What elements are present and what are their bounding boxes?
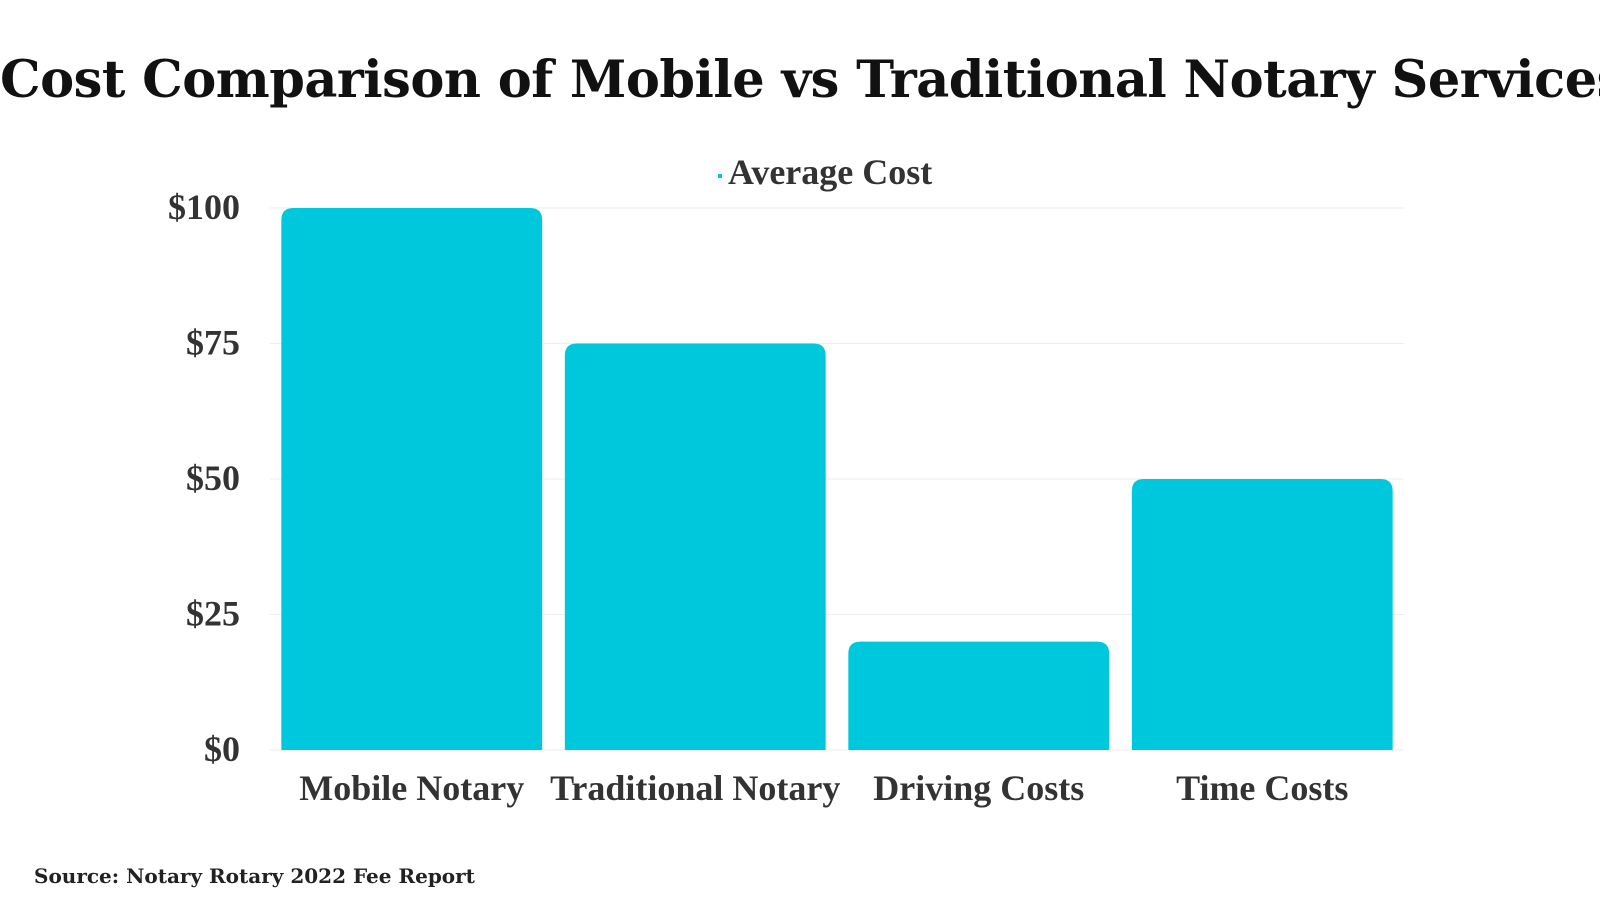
chart-title: Cost Comparison of Mobile vs Traditional… <box>0 50 1600 110</box>
source-note: Source: Notary Rotary 2022 Fee Report <box>34 864 475 888</box>
x-tick-label: Time Costs <box>1176 768 1348 808</box>
y-axis-tick-labels: $0 $25 $50 $75 $100 <box>168 187 240 769</box>
bars <box>281 208 1393 750</box>
x-tick-label: Traditional Notary <box>550 768 840 808</box>
bar-time-costs <box>1131 479 1393 750</box>
bar-driving-costs <box>848 641 1110 750</box>
legend-label: Average Cost <box>728 152 932 192</box>
x-tick-label: Mobile Notary <box>299 768 524 808</box>
bar-traditional-notary <box>564 343 826 750</box>
legend: Average Cost <box>718 152 932 192</box>
y-tick-label: $0 <box>204 729 240 769</box>
y-tick-label: $100 <box>168 187 240 227</box>
x-axis-tick-labels: Mobile Notary Traditional Notary Driving C… <box>299 768 1348 808</box>
bar-mobile-notary <box>281 208 543 750</box>
y-tick-label: $50 <box>186 458 240 498</box>
legend-swatch <box>718 174 722 178</box>
x-tick-label: Driving Costs <box>873 768 1084 808</box>
y-tick-label: $75 <box>186 323 240 363</box>
y-tick-label: $25 <box>186 594 240 634</box>
